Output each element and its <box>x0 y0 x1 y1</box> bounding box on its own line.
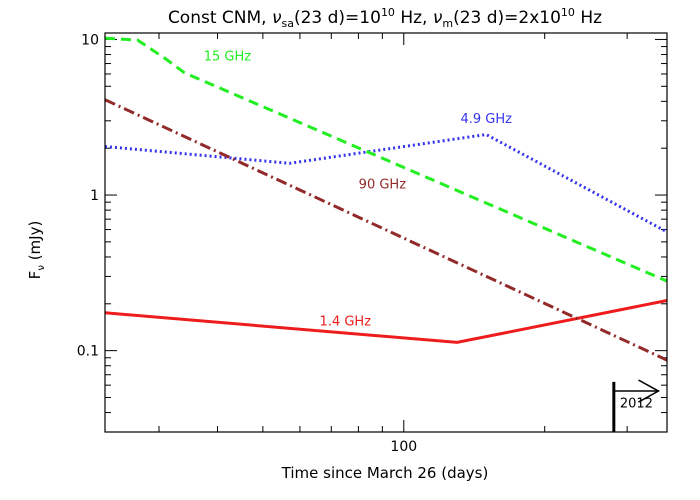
y-axis-label: Fν (mJy) <box>26 221 47 280</box>
plot-frame <box>104 32 668 433</box>
title-mid3: (23 d)=2x10 <box>453 8 561 28</box>
series-label-15-ghz: 15 GHz <box>204 50 252 65</box>
annotation-group: 2012 <box>612 379 661 432</box>
annotation-arrowhead <box>638 379 661 403</box>
y-tick-label: 0.1 <box>77 344 99 360</box>
title-m-subscript: m <box>442 17 453 30</box>
series-line-90-ghz <box>104 98 668 362</box>
series-label-4p9-ghz: 4.9 GHz <box>460 112 512 127</box>
title-sa-subscript: sa <box>281 17 293 30</box>
y-label-sub: ν <box>36 265 47 271</box>
y-tick-label: 10 <box>81 32 99 48</box>
chart-title: Const CNM, νsa(23 d)=1010 Hz, νm(23 d)=2… <box>168 6 602 30</box>
title-nu1: ν <box>272 8 282 28</box>
series-label-90-ghz: 90 GHz <box>359 178 407 193</box>
x-tick-label: 100 <box>390 439 417 455</box>
title-prefix: Const CNM, <box>168 8 272 28</box>
series-line-15-ghz <box>104 36 668 283</box>
x-axis-label: Time since March 26 (days) <box>281 464 489 482</box>
series-label-1p4-ghz: 1.4 GHz <box>320 315 372 330</box>
title-sup1: 10 <box>381 6 395 19</box>
title-nu2: ν <box>433 8 443 28</box>
y-label-unit: (mJy) <box>26 221 44 265</box>
y-tick-label: 1 <box>90 188 99 204</box>
y-label-main: F <box>26 271 44 280</box>
title-mid2: Hz, <box>395 8 433 28</box>
series-line-4p9-ghz <box>104 132 668 234</box>
annotation-label: 2012 <box>620 397 653 412</box>
series-line-1p4-ghz <box>104 299 668 344</box>
series-group: 1.4 GHz 4.9 GHz 15 GHz 90 GHz <box>104 36 668 362</box>
title-suffix: Hz <box>575 8 602 28</box>
title-sup2: 10 <box>561 6 575 19</box>
title-mid1: (23 d)=10 <box>294 8 381 28</box>
